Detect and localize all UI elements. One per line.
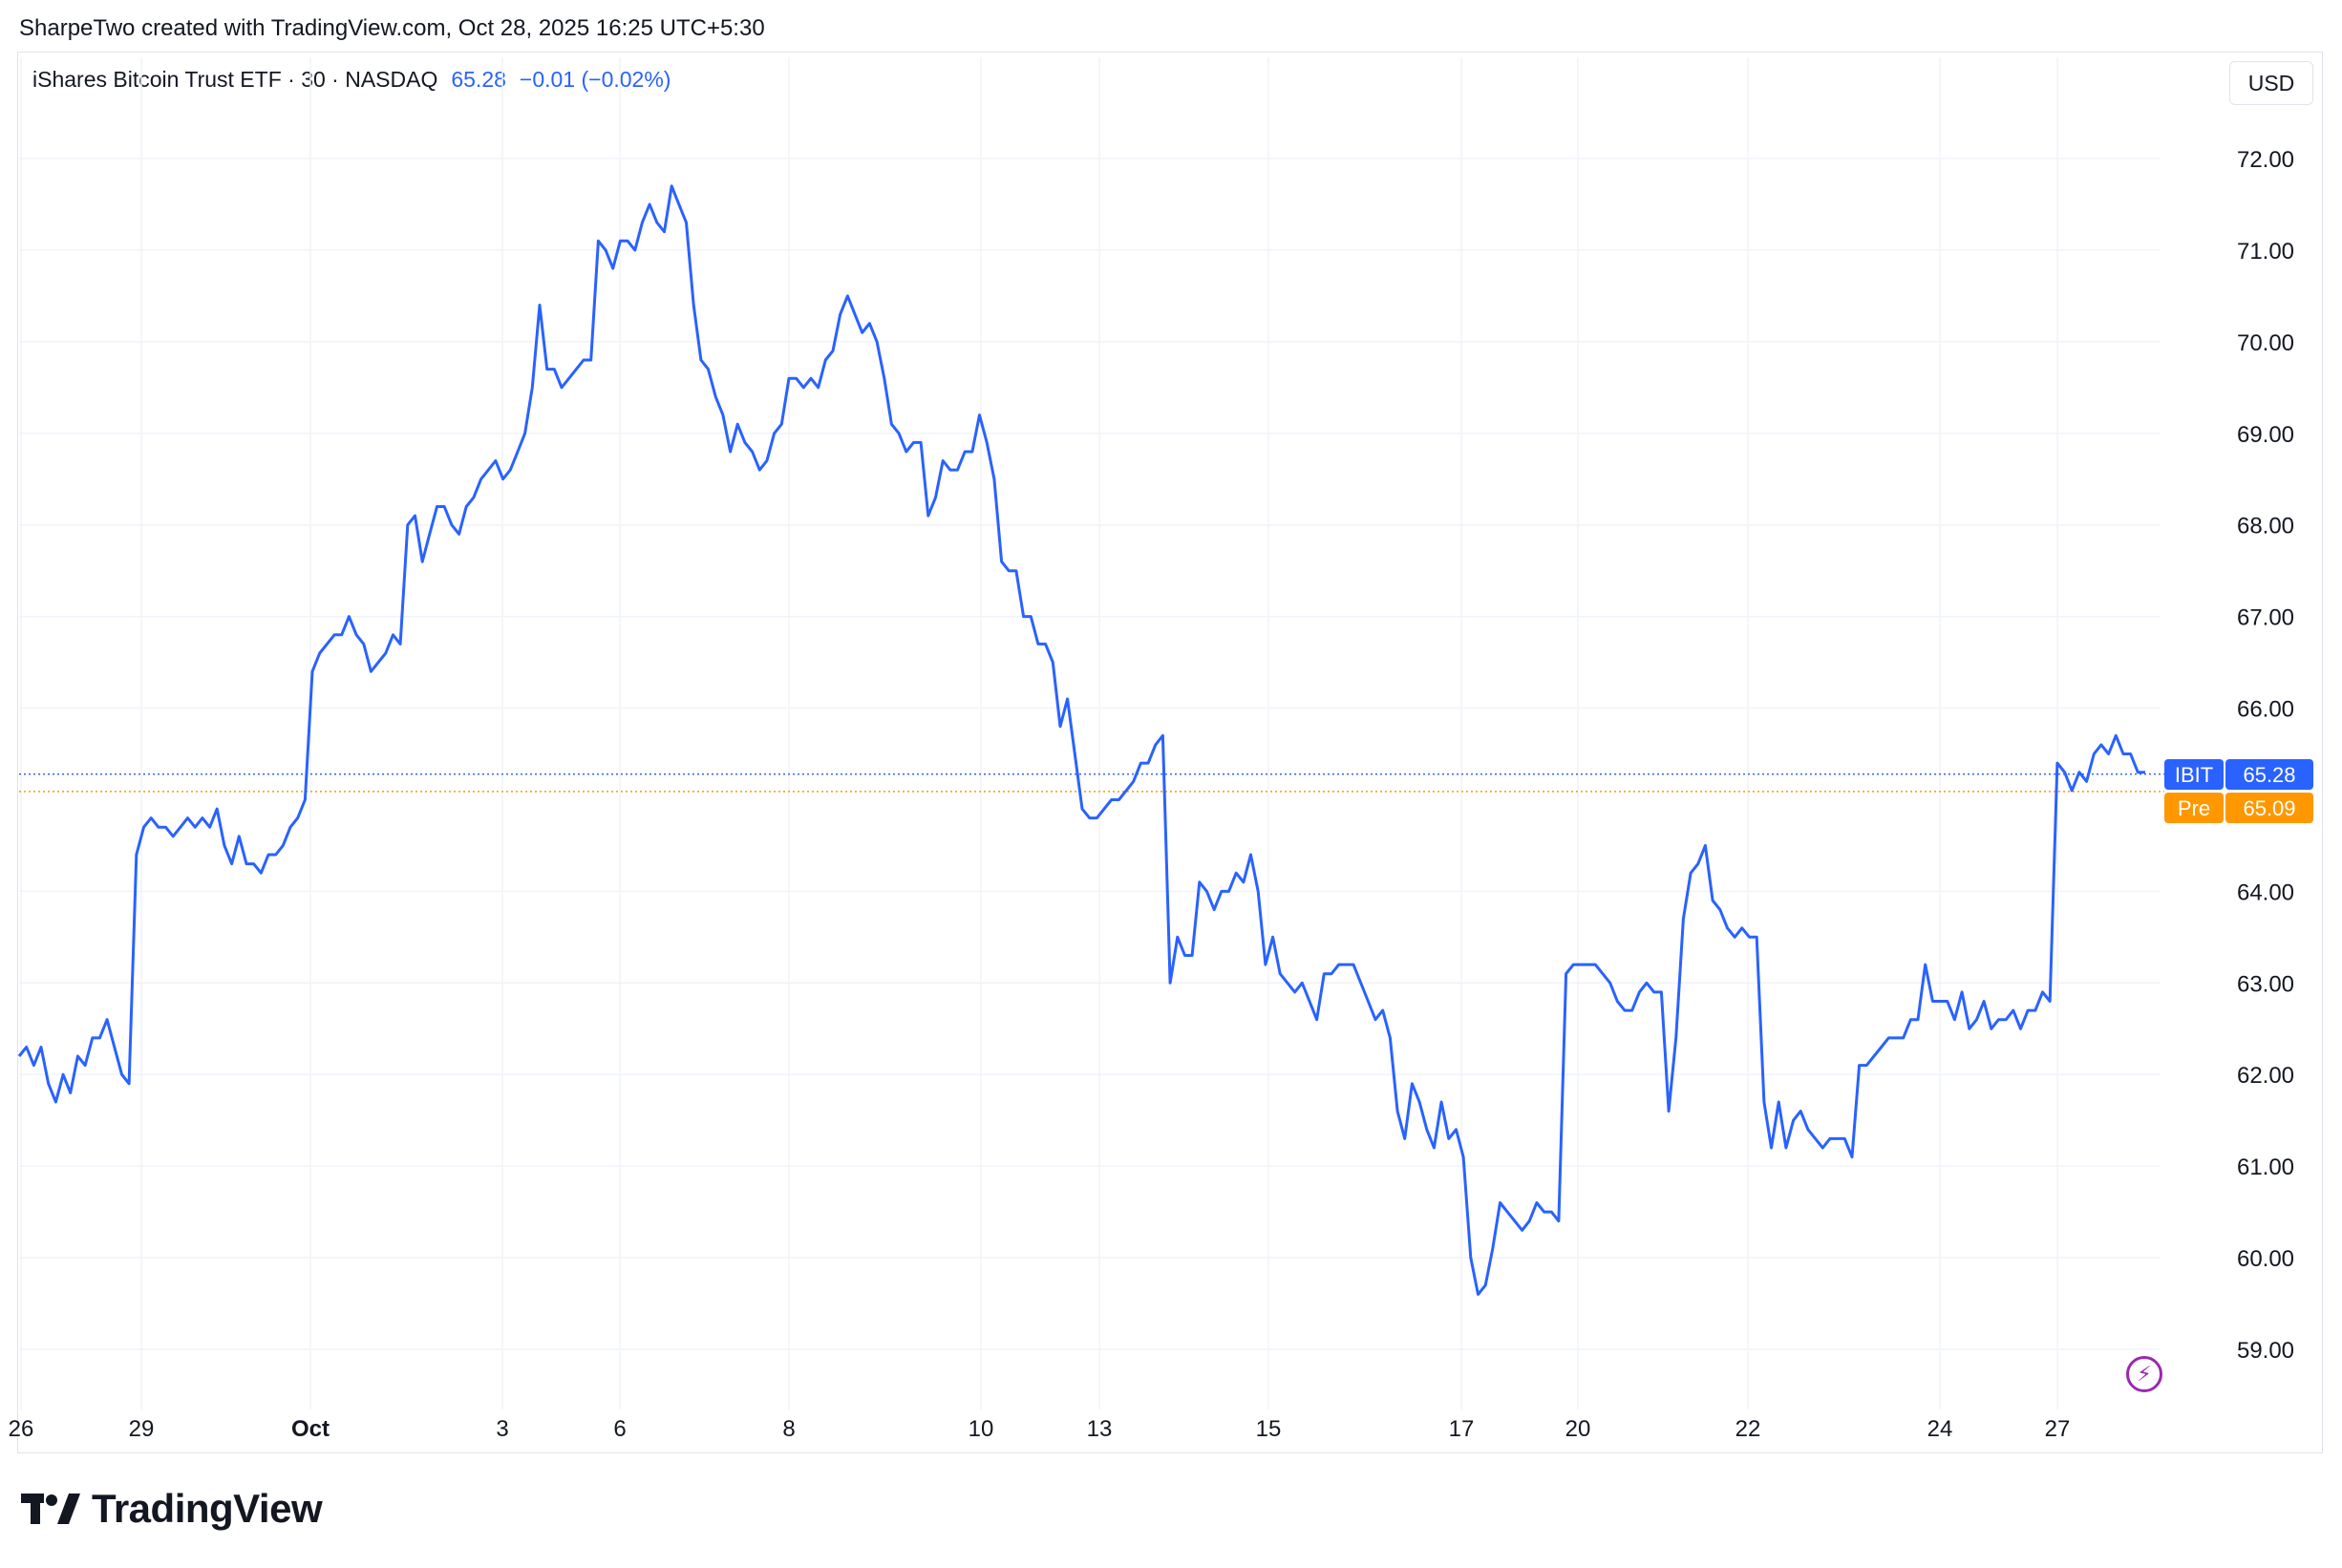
- price-tag-name: Pre: [2178, 796, 2210, 820]
- y-tick-label: 69.00: [2237, 422, 2294, 448]
- x-tick-label: 26: [9, 1416, 34, 1442]
- price-tag-name-bg: [2164, 793, 2224, 823]
- price-tag-ibit: IBIT 65.28: [2164, 759, 2313, 790]
- price-tag-pre: Pre 65.09: [2164, 793, 2313, 823]
- chart-frame: [17, 52, 2323, 1453]
- price-tag-value: 65.09: [2243, 796, 2295, 820]
- y-tick-label: 72.00: [2237, 147, 2294, 173]
- x-tick-label: 29: [129, 1416, 155, 1442]
- y-tick-label: 70.00: [2237, 330, 2294, 356]
- price-tag-name: IBIT: [2175, 763, 2213, 787]
- x-tick-label: 15: [1256, 1416, 1282, 1442]
- symbol-legend: iShares Bitcoin Trust ETF · 30 · NASDAQ …: [32, 67, 671, 93]
- price-tag-value-bg: [2225, 759, 2313, 790]
- y-tick-label: 61.00: [2237, 1155, 2294, 1180]
- chart-credit: SharpeTwo created with TradingView.com, …: [19, 15, 765, 41]
- x-tick-label: 20: [1565, 1416, 1591, 1442]
- x-tick-label: 27: [2045, 1416, 2071, 1442]
- grid-lines: [19, 57, 2161, 1409]
- y-tick-label: 62.00: [2237, 1063, 2294, 1089]
- x-tick-label: 17: [1449, 1416, 1475, 1442]
- price-tag-name-bg: [2164, 759, 2224, 790]
- currency-button[interactable]: USD: [2229, 61, 2313, 105]
- price-lines: [19, 773, 2164, 793]
- last-price: 65.28: [451, 67, 506, 92]
- x-tick-label: 8: [782, 1416, 795, 1442]
- x-tick-label: Oct: [291, 1416, 330, 1442]
- y-tick-label: 66.00: [2237, 697, 2294, 723]
- instrument-name[interactable]: iShares Bitcoin Trust ETF · 30 · NASDAQ: [32, 67, 438, 92]
- x-tick-label: 6: [613, 1416, 626, 1442]
- tradingview-logo-icon: [21, 1494, 80, 1524]
- tradingview-logo: TradingView: [21, 1486, 323, 1532]
- y-tick-label: 59.00: [2237, 1338, 2294, 1364]
- price-tag-value: 65.28: [2243, 763, 2295, 787]
- x-tick-label: 3: [496, 1416, 508, 1442]
- y-tick-label: 68.00: [2237, 514, 2294, 540]
- x-tick-label: 13: [1087, 1416, 1113, 1442]
- x-tick-label: 22: [1735, 1416, 1761, 1442]
- lightning-icon[interactable]: ⚡: [2126, 1356, 2162, 1392]
- y-axis: 72.00 71.00 70.00 69.00 68.00 67.00 66.00 64.00…: [2237, 147, 2294, 1364]
- y-tick-label: 67.00: [2237, 605, 2294, 631]
- x-axis: 26 29 Oct 3 6 8 10 13 15 17 20 22 24 27: [9, 1416, 2071, 1442]
- price-tag-value-bg: [2225, 793, 2313, 823]
- y-tick-label: 60.00: [2237, 1246, 2294, 1272]
- price-tags: IBIT 65.28 Pre 65.09: [2164, 759, 2313, 823]
- y-tick-label: 63.00: [2237, 971, 2294, 997]
- brand-name: TradingView: [92, 1486, 323, 1531]
- x-tick-label: 24: [1927, 1416, 1953, 1442]
- x-tick-label: 10: [969, 1416, 994, 1442]
- y-tick-label: 71.00: [2237, 239, 2294, 265]
- y-tick-label: 64.00: [2237, 879, 2294, 905]
- price-line: [17, 184, 2145, 1296]
- price-change: −0.01 (−0.02%): [519, 67, 671, 92]
